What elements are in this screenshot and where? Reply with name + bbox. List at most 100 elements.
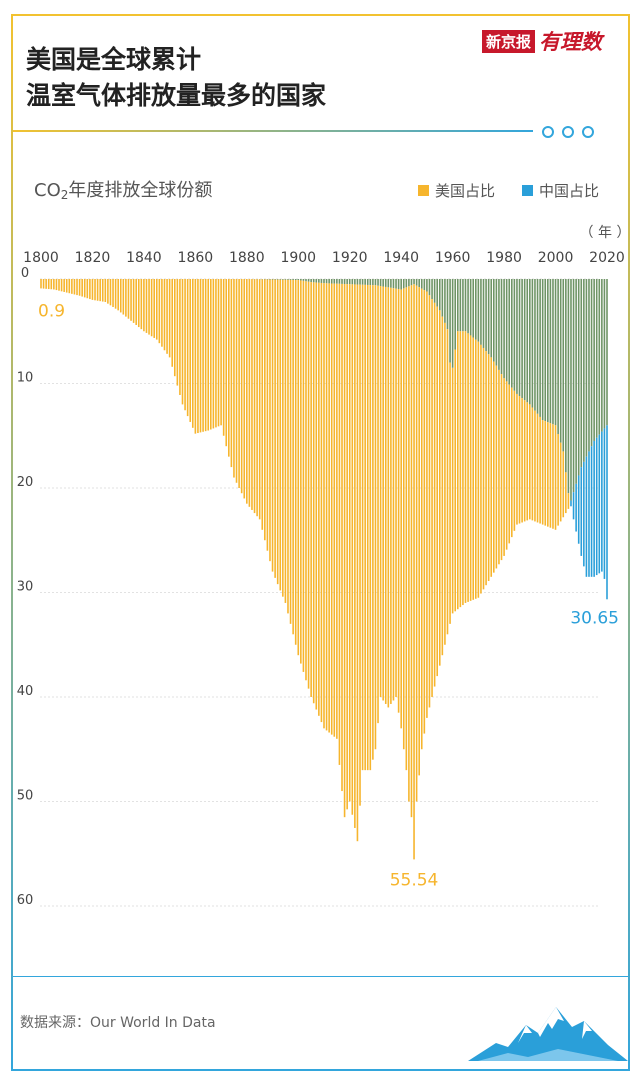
bar-us <box>384 286 387 704</box>
bar-overlap <box>590 279 593 447</box>
bar-us <box>266 279 269 551</box>
bar-us <box>336 283 338 739</box>
bar-overlap <box>292 279 294 280</box>
x-tick-label: 1960 <box>435 250 471 266</box>
bar-us <box>65 279 68 293</box>
bar-us <box>171 279 174 367</box>
bar-overlap <box>459 279 462 332</box>
bar-overlap <box>565 279 567 473</box>
bar-overlap <box>379 279 382 287</box>
bar-us <box>271 279 274 572</box>
bar-us <box>256 279 258 517</box>
bar-us <box>408 286 410 802</box>
bar-us <box>310 282 312 697</box>
bar-us <box>562 451 565 518</box>
bar-overlap <box>529 279 531 405</box>
bar-overlap <box>374 279 377 286</box>
legend-swatch-china <box>522 185 533 196</box>
bar-us <box>361 284 364 771</box>
bar-overlap <box>523 279 526 401</box>
bar-us <box>490 357 493 577</box>
bar-us <box>328 283 330 733</box>
bar-overlap <box>449 279 451 363</box>
bar-us <box>485 351 487 586</box>
bar-us <box>176 279 179 386</box>
frame-border-bottom <box>11 1069 630 1071</box>
bar-us <box>251 279 253 510</box>
bar-us <box>60 279 63 292</box>
bar-us <box>552 424 554 529</box>
bar-overlap <box>390 279 392 288</box>
bar-us <box>246 279 248 504</box>
bar-us <box>137 279 140 328</box>
bar-us <box>161 279 163 347</box>
bar-overlap <box>361 279 364 285</box>
bar-us <box>433 302 436 687</box>
bar-us <box>83 279 86 298</box>
decor-dot-1 <box>542 126 554 138</box>
bar-us <box>462 331 464 606</box>
bar-us <box>122 279 125 315</box>
bar-overlap <box>279 279 282 280</box>
bar-us <box>449 362 451 624</box>
bar-china <box>583 461 585 567</box>
bar-us <box>220 279 222 426</box>
bar-overlap <box>364 279 366 285</box>
bar-us <box>526 402 529 521</box>
bar-us <box>148 279 150 335</box>
bar-us <box>487 354 490 582</box>
bar-us <box>42 279 45 289</box>
bar-us <box>217 279 220 427</box>
frame-border-right <box>628 14 630 1071</box>
bar-us <box>109 279 112 306</box>
x-tick-label: 1880 <box>229 250 265 266</box>
bar-us <box>536 413 539 523</box>
bar-us <box>559 442 562 522</box>
bar-china <box>598 434 601 574</box>
bar-china <box>575 483 577 532</box>
legend-label-china: 中国占比 <box>539 182 600 200</box>
y-tick-label: 60 <box>17 893 34 908</box>
bar-us <box>71 279 73 294</box>
bar-overlap <box>372 279 374 286</box>
bar-overlap <box>575 279 577 484</box>
bar-us <box>279 279 282 591</box>
bar-us <box>127 279 130 319</box>
title-line-1: 美国是全球累计 <box>26 45 202 74</box>
bar-us <box>284 279 287 603</box>
bar-overlap <box>500 279 503 375</box>
bar-us <box>557 434 559 526</box>
bar-us <box>454 349 457 612</box>
bar-us <box>91 279 94 300</box>
bar-us <box>467 333 469 602</box>
bar-us <box>119 279 122 313</box>
bar-us <box>554 425 557 530</box>
bar-us <box>323 283 325 729</box>
bar-us <box>81 279 83 297</box>
bar-us <box>366 284 369 771</box>
bar-overlap <box>325 279 328 284</box>
bar-overlap <box>351 279 354 285</box>
bar-overlap <box>490 279 493 358</box>
x-tick-label: 2020 <box>589 250 625 266</box>
bar-us <box>186 279 189 417</box>
bar-overlap <box>408 279 410 287</box>
bar-overlap <box>562 279 565 452</box>
bar-overlap <box>444 279 446 323</box>
bar-overlap <box>400 279 402 290</box>
bar-us <box>400 289 402 729</box>
bar-china <box>593 440 595 577</box>
bar-us <box>392 288 395 701</box>
bar-overlap <box>438 279 441 311</box>
bar-us <box>565 472 567 514</box>
bar-us <box>521 398 523 523</box>
bar-us <box>258 279 261 520</box>
bar-us <box>480 344 482 594</box>
bar-us <box>153 279 155 338</box>
bar-overlap <box>276 279 279 280</box>
bar-us <box>166 279 168 354</box>
bar-china <box>577 475 580 544</box>
bar-us <box>287 279 289 614</box>
bar-us <box>158 279 161 344</box>
bar-us <box>513 390 516 531</box>
